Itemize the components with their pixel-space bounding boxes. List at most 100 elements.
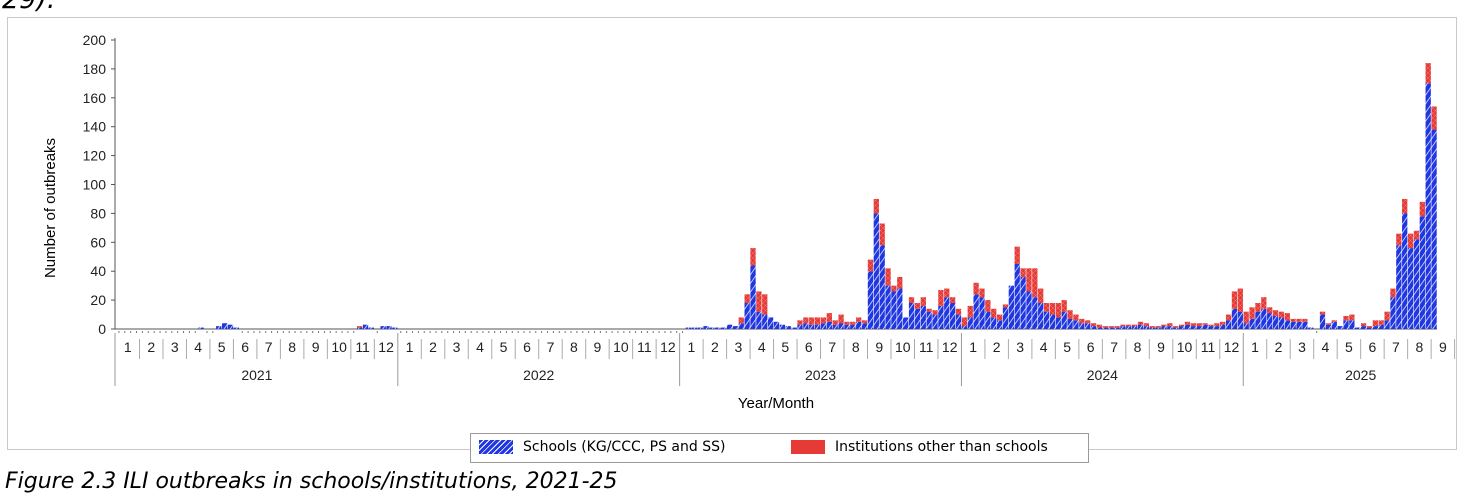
bar-schools: [1167, 326, 1173, 329]
y-tick-label: 200: [83, 32, 107, 48]
bar-other-institutions: [1214, 323, 1220, 327]
bar-schools: [1349, 320, 1355, 329]
bar-other-institutions: [1173, 326, 1179, 328]
bar-schools: [380, 326, 386, 329]
bar-schools: [1360, 326, 1367, 329]
y-tick-label: 40: [90, 263, 106, 279]
bar-other-institutions: [944, 288, 950, 298]
bar-schools: [1261, 308, 1267, 329]
zero-marker: [500, 331, 502, 333]
bar-schools: [198, 327, 204, 329]
bar-schools: [832, 324, 838, 329]
month-label: 7: [1392, 339, 1400, 355]
zero-marker: [605, 331, 607, 333]
bar-schools: [1319, 314, 1326, 329]
x-axis-title: Year/Month: [738, 395, 814, 412]
bar-other-institutions: [1296, 318, 1302, 322]
bar-other-institutions: [1220, 321, 1226, 325]
month-label: 1: [969, 339, 977, 355]
bar-schools: [1407, 248, 1414, 329]
month-label: 4: [1040, 339, 1048, 355]
zero-marker: [153, 331, 155, 333]
y-tick-label: 160: [83, 90, 107, 106]
bar-schools: [368, 327, 375, 329]
legend-swatch-others: [791, 440, 825, 454]
month-label: 8: [1134, 339, 1142, 355]
bar-schools: [1202, 324, 1208, 329]
bar-other-institutions: [1126, 324, 1132, 327]
stacked-bar-chart: Number of outbreaks Year/Month 020406080…: [42, 32, 1456, 412]
zero-marker: [147, 331, 149, 333]
month-label: 4: [758, 339, 766, 355]
month-label: 7: [265, 339, 273, 355]
year-label: 2022: [523, 367, 554, 383]
bar-other-institutions: [914, 302, 921, 309]
zero-marker: [406, 331, 408, 333]
bar-other-institutions: [744, 294, 750, 303]
zero-marker: [400, 331, 402, 333]
zero-marker: [1316, 331, 1318, 333]
bar-other-institutions: [1049, 302, 1056, 315]
y-tick-label: 100: [83, 177, 107, 193]
bar-schools: [803, 323, 809, 329]
bar-other-institutions: [1407, 233, 1414, 249]
bar-other-institutions: [1020, 268, 1026, 277]
zero-marker: [447, 331, 449, 333]
bar-schools: [1325, 324, 1332, 329]
bar-schools: [715, 327, 721, 329]
zero-marker: [247, 331, 249, 333]
bar-schools: [979, 297, 985, 329]
bar-schools: [973, 294, 979, 329]
zero-marker: [535, 331, 537, 333]
bar-other-institutions: [1131, 324, 1138, 327]
zero-marker: [564, 331, 566, 333]
bar-schools: [1343, 320, 1349, 329]
y-tick-label: 180: [83, 61, 107, 77]
bar-schools: [1137, 324, 1144, 329]
bar-schools: [814, 324, 821, 329]
bar-schools: [861, 323, 868, 329]
bar-other-institutions: [803, 317, 809, 324]
month-label: 8: [570, 339, 578, 355]
bar-other-institutions: [861, 320, 868, 324]
month-label: 11: [355, 339, 370, 355]
zero-marker: [558, 331, 560, 333]
bar-schools: [1120, 326, 1126, 329]
bar-schools: [1143, 326, 1150, 329]
bar-other-institutions: [967, 305, 973, 318]
legend-label-others: Institutions other than schools: [835, 439, 1048, 455]
zero-marker: [253, 331, 255, 333]
bar-schools: [1161, 326, 1167, 329]
zero-marker: [652, 331, 654, 333]
bar-schools: [1032, 297, 1038, 329]
bar-schools: [216, 326, 222, 329]
month-label: 1: [687, 339, 695, 355]
bar-other-institutions: [1167, 323, 1173, 327]
bar-other-institutions: [1073, 314, 1079, 321]
zero-marker: [376, 331, 378, 333]
zero-marker: [664, 331, 666, 333]
bar-other-institutions: [985, 300, 991, 312]
bar-schools: [1049, 314, 1056, 329]
bar-schools: [1255, 311, 1261, 329]
month-label: 4: [1322, 339, 1330, 355]
zero-marker: [265, 331, 267, 333]
bar-other-institutions: [920, 297, 926, 306]
bar-other-institutions: [979, 288, 985, 298]
bars: [118, 63, 1437, 333]
y-tick-label: 20: [90, 292, 106, 308]
bar-other-institutions: [1120, 324, 1126, 327]
bar-schools: [1208, 326, 1214, 329]
month-label: 3: [1016, 339, 1024, 355]
bar-schools: [1008, 285, 1014, 329]
chart-frame: Number of outbreaks Year/Month 0 20 40 60 80…: [7, 17, 1457, 463]
bar-other-institutions: [1196, 323, 1202, 327]
bar-other-institutions: [1267, 307, 1273, 314]
zero-marker: [541, 331, 543, 333]
bar-other-institutions: [1208, 324, 1214, 327]
zero-marker: [670, 331, 672, 333]
bar-other-institutions: [1290, 318, 1296, 322]
bar-other-institutions: [885, 268, 891, 286]
zero-marker: [523, 331, 525, 333]
bar-other-institutions: [961, 317, 968, 327]
